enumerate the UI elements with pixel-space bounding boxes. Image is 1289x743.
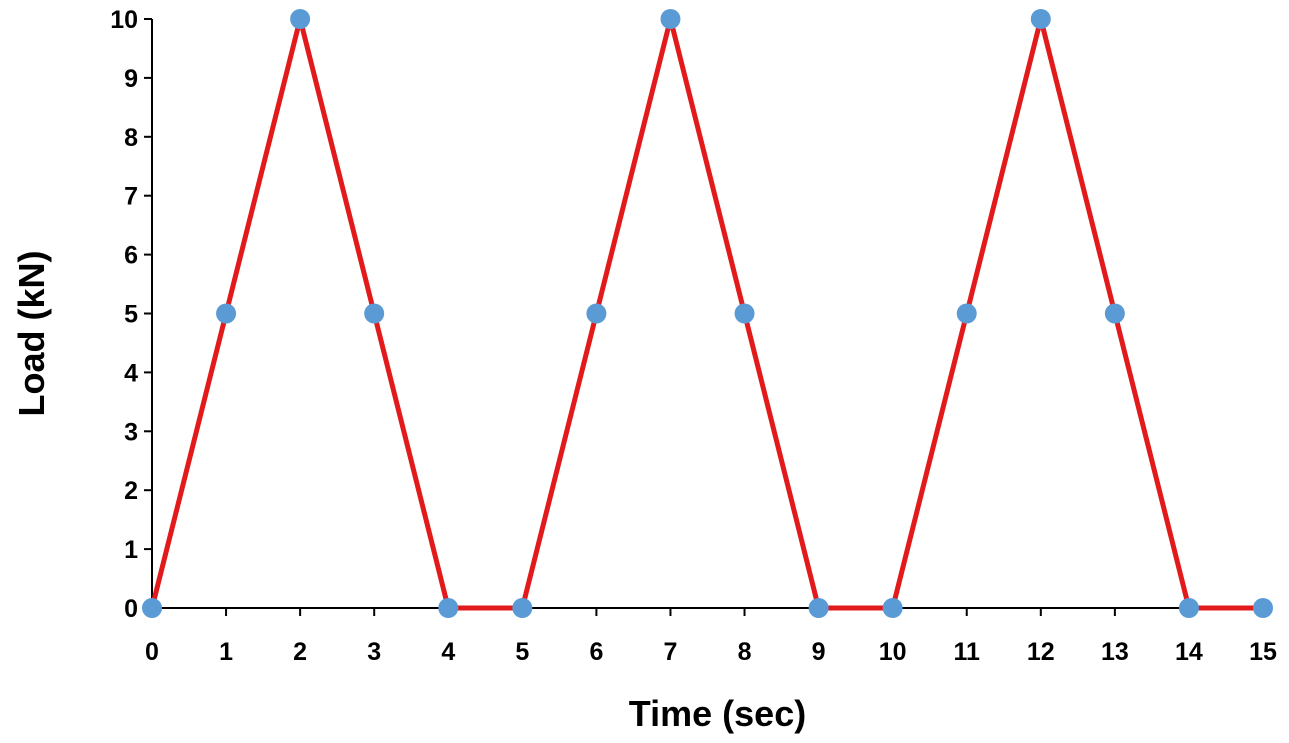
data-point [956,303,977,324]
x-tick-label: 5 [515,638,529,666]
y-tick-label: 5 [124,301,138,329]
data-point [1178,598,1199,618]
x-tick-label: 2 [293,638,307,666]
data-point [586,303,607,324]
axes [151,19,1263,609]
y-axis-title: Load (kN) [11,251,52,417]
x-tick-label: 3 [367,638,381,666]
y-tick-label: 4 [124,359,138,387]
y-tick-label: 6 [124,242,138,270]
data-point [142,598,162,618]
y-tick-label: 0 [124,595,138,623]
x-tick-label: 10 [879,638,907,666]
x-tick-label: 1 [219,638,233,666]
y-tick-label: 8 [124,124,138,152]
data-point [364,303,385,324]
x-tick-label: 6 [589,638,603,666]
y-tick-label: 9 [124,65,138,93]
series [149,16,1266,611]
x-tick-label: 7 [664,638,678,666]
data-point [1104,303,1125,324]
data-point [808,598,829,618]
series-line [149,16,1266,611]
x-tick-label: 4 [441,638,455,666]
x-tick-label: 8 [738,638,752,666]
data-point [290,9,311,29]
data-point [438,598,459,618]
data-point [882,598,903,618]
data-point [660,9,681,29]
data-point [512,598,533,618]
data-point [1030,9,1051,29]
x-tick-label: 15 [1249,638,1277,666]
x-tick-label: 9 [812,638,826,666]
x-tick-label: 13 [1101,638,1129,666]
y-tick-label: 10 [110,6,138,34]
x-tick-label: 12 [1027,638,1055,666]
y-tick-label: 3 [124,418,138,446]
data-point [734,303,755,324]
y-tick-label: 7 [124,183,138,211]
markers [142,9,1273,618]
y-tick-label: 2 [124,477,138,505]
data-point [1253,598,1273,618]
y-tick-label: 1 [124,536,138,564]
x-tick-label: 11 [954,638,981,666]
ticks [144,18,1264,616]
x-tick-label: 14 [1175,638,1203,666]
data-point [216,303,237,324]
x-axis-title: Time (sec) [629,693,806,734]
x-tick-label: 0 [145,638,159,666]
